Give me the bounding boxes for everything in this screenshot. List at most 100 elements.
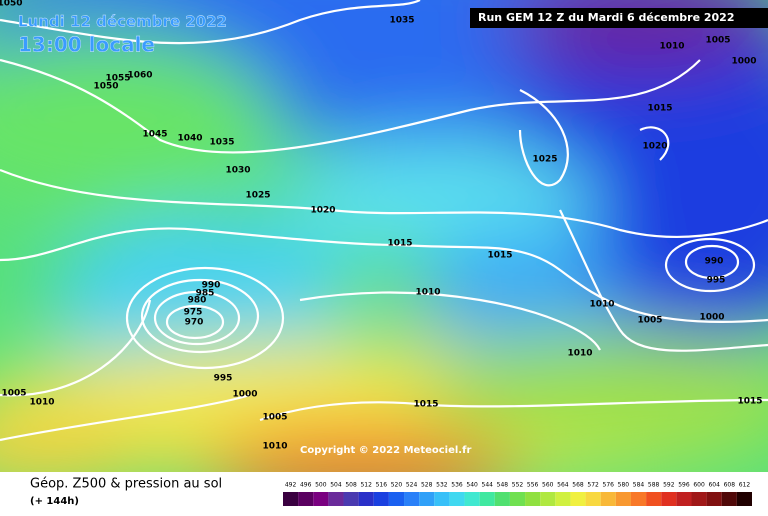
isobar-label: 1025 [532, 155, 557, 165]
isobar-label: 1010 [415, 288, 440, 298]
isobar-label: 1030 [225, 166, 250, 176]
isobar-label: 1015 [487, 251, 512, 261]
isobar-label: 1060 [127, 71, 152, 81]
run-box [470, 8, 768, 28]
colorbar-swatch [449, 492, 465, 506]
colorbar-swatch [721, 492, 737, 506]
colorbar-label: 520 [391, 482, 403, 489]
colorbar-label: 544 [482, 482, 494, 489]
date-label: Lundi 12 décembre 2022 [18, 13, 227, 31]
colorbar-label: 592 [663, 482, 675, 489]
colorbar-label: 524 [406, 482, 418, 489]
colorbar-label: 516 [376, 482, 388, 489]
colorbar-swatch [479, 492, 495, 506]
isobars [0, 0, 768, 442]
isobar-label: 1015 [387, 239, 412, 249]
isobar-label: 1010 [262, 442, 287, 452]
colorbar-label: 608 [724, 482, 736, 489]
colorbar-swatch [630, 492, 647, 506]
colorbar-swatch [494, 492, 510, 506]
isobar-label: 1000 [699, 313, 724, 323]
colorbar-label: 512 [360, 482, 372, 489]
colorbar-label: 580 [618, 482, 630, 489]
colorbar-label: 536 [451, 482, 463, 489]
isobar-label: 1050 [93, 82, 118, 92]
colorbar-swatch [570, 492, 586, 506]
colorbar-swatch [585, 492, 601, 506]
isobar-label: 1005 [705, 36, 730, 46]
isobar-label: 985 [196, 289, 215, 299]
colorbar-swatch [661, 492, 677, 506]
colorbar-swatch [736, 492, 752, 506]
colorbar-swatch [525, 492, 541, 506]
colorbar-label: 572 [587, 482, 599, 489]
colorbar-label: 500 [315, 482, 327, 489]
colorbar-label: 496 [300, 482, 312, 489]
colorbar-swatch [358, 492, 374, 506]
colorbar-label: 492 [285, 482, 297, 489]
isobar-label: 1015 [737, 397, 762, 407]
footer-lead: (+ 144h) [30, 496, 79, 507]
colorbar-label: 556 [527, 482, 539, 489]
colorbar-label: 584 [633, 482, 645, 489]
isobar-label: 1010 [589, 300, 614, 310]
colorbar-label: 508 [345, 482, 357, 489]
isobar-label: 975 [184, 308, 203, 318]
isobar-label: 1055 [105, 74, 130, 84]
isobar-label: 995 [214, 374, 233, 384]
colorbar-swatch [706, 492, 722, 506]
colorbar-swatch [388, 492, 405, 506]
colorbar-swatch [283, 492, 299, 506]
colorbar-label: 540 [466, 482, 478, 489]
colorbar-swatch [600, 492, 616, 506]
colorbar-swatch [691, 492, 707, 506]
colorbar-label: 604 [708, 482, 720, 489]
colorbar-label: 568 [572, 482, 584, 489]
colorbar-swatch [343, 492, 359, 506]
isobar-label: 1045 [142, 130, 167, 140]
colorbar-swatch [676, 492, 692, 506]
colorbar-swatch [509, 492, 526, 506]
colorbar-swatch [373, 492, 389, 506]
isobar-label: 1005 [1, 389, 26, 399]
colorbar-label: 576 [603, 482, 615, 489]
isobar-label: 1035 [209, 138, 234, 148]
colorbar-label: 588 [648, 482, 660, 489]
isobar-label: 1000 [232, 390, 257, 400]
isobar-label: 1015 [413, 400, 438, 410]
isobar-label: 990 [202, 281, 221, 291]
colorbar-swatch [646, 492, 662, 506]
isobar-label: 1010 [659, 42, 684, 52]
colorbar-swatch [313, 492, 329, 506]
colorbar-swatch [298, 492, 314, 506]
isobar-label: 1010 [29, 398, 54, 408]
colorbar-label: 532 [436, 482, 448, 489]
isobar-label: 1005 [637, 316, 662, 326]
isobar-label: 970 [185, 318, 204, 328]
colorbar-label: 596 [678, 482, 690, 489]
colorbar-swatch [419, 492, 435, 506]
isobar-label: 1025 [245, 191, 270, 201]
colorbar-label: 528 [421, 482, 433, 489]
colorbar-label: 564 [557, 482, 569, 489]
colorbar-label: 504 [330, 482, 342, 489]
run-label: Run GEM 12 Z du Mardi 6 décembre 2022 [478, 11, 735, 24]
isobar-label: 1020 [642, 142, 667, 152]
isobar-label: 1020 [310, 206, 335, 216]
isobar-label: 995 [707, 276, 726, 286]
isobar-label: 1005 [262, 413, 287, 423]
footer-title: Géop. Z500 & pression au sol [30, 477, 222, 492]
colorbar-label: 612 [739, 482, 751, 489]
colorbar-label: 548 [497, 482, 509, 489]
colorbar-swatch [464, 492, 480, 506]
colorbar-label: 600 [693, 482, 705, 489]
isobar-label: 1010 [567, 349, 592, 359]
isobar-label: 1035 [389, 16, 414, 26]
isobar-label: 990 [705, 257, 724, 267]
isobar-label: 1015 [647, 104, 672, 114]
isobar-label: 980 [188, 296, 207, 306]
isobar-label: 1000 [731, 57, 756, 67]
isobar-label: 1040 [177, 134, 202, 144]
